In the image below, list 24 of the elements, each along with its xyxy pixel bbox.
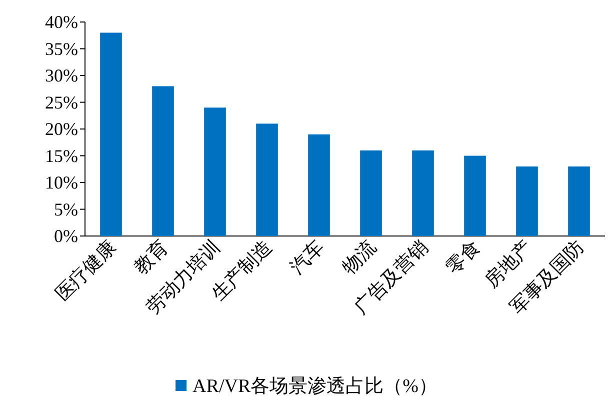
y-tick-label: 10% [45, 172, 78, 192]
y-tick-label: 30% [45, 66, 78, 86]
bar [256, 124, 278, 236]
y-tick-label: 20% [45, 119, 78, 139]
x-tick-label: 零食 [442, 236, 485, 278]
legend-label: AR/VR各场景渗透占比（%） [192, 376, 438, 397]
bar [516, 166, 538, 236]
y-tick-label: 25% [45, 92, 78, 112]
x-tick-label: 教育 [130, 236, 173, 278]
y-tick-label: 5% [54, 199, 78, 220]
bar [100, 32, 122, 236]
bar [568, 166, 590, 236]
bar [308, 134, 330, 236]
y-tick-label: 15% [45, 146, 78, 166]
y-tick-label: 35% [45, 38, 78, 59]
bar [360, 150, 382, 236]
x-tick-label: 物流 [338, 236, 381, 278]
bar [464, 156, 486, 236]
y-tick-label: 0% [54, 226, 78, 246]
bar [204, 108, 226, 236]
bar [412, 150, 434, 236]
bar [152, 86, 174, 236]
y-tick-label: 40% [45, 12, 78, 32]
x-tick-label: 汽车 [286, 236, 329, 278]
